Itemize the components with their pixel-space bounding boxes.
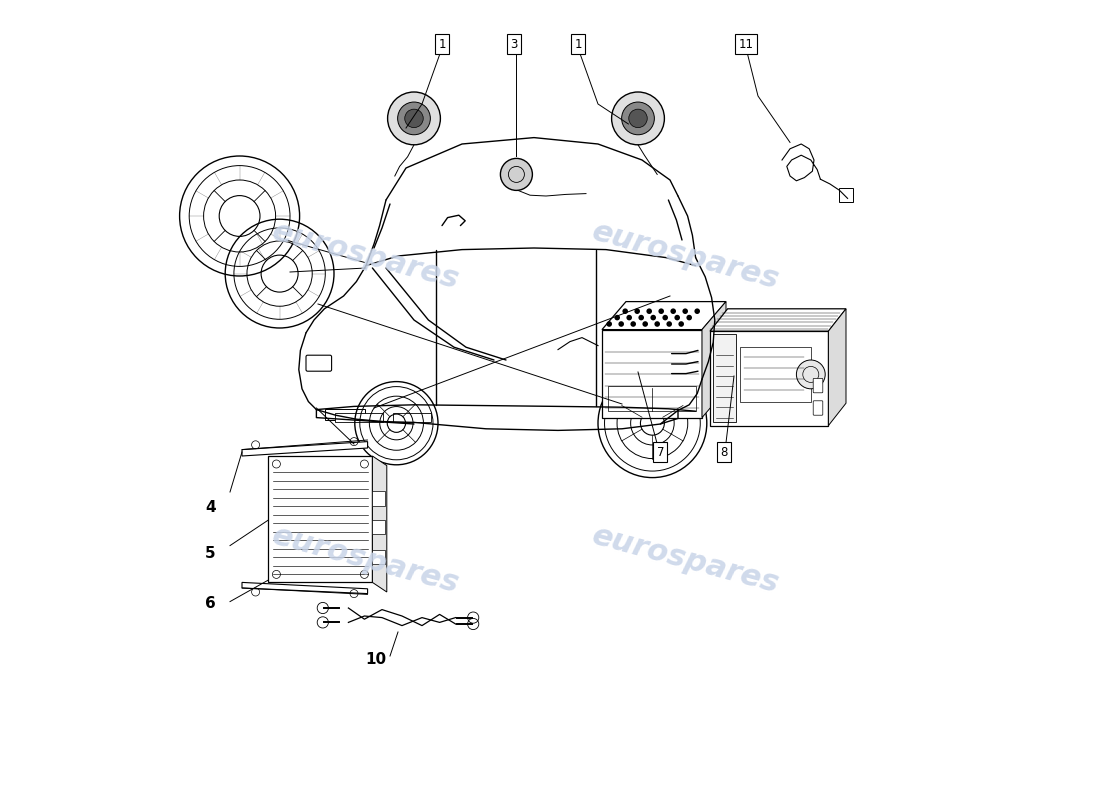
Text: eurospares: eurospares bbox=[270, 217, 463, 295]
Polygon shape bbox=[710, 309, 846, 331]
FancyBboxPatch shape bbox=[268, 456, 373, 582]
FancyBboxPatch shape bbox=[839, 188, 854, 202]
Circle shape bbox=[500, 158, 532, 190]
Text: 1: 1 bbox=[438, 38, 446, 50]
Text: 6: 6 bbox=[205, 597, 216, 611]
FancyBboxPatch shape bbox=[326, 409, 365, 420]
Text: eurospares: eurospares bbox=[590, 521, 783, 599]
Polygon shape bbox=[828, 309, 846, 426]
Polygon shape bbox=[373, 456, 387, 592]
FancyBboxPatch shape bbox=[306, 355, 331, 371]
Text: 5: 5 bbox=[205, 546, 216, 561]
FancyBboxPatch shape bbox=[813, 378, 823, 393]
Circle shape bbox=[647, 308, 652, 314]
FancyBboxPatch shape bbox=[373, 520, 385, 534]
Text: 11: 11 bbox=[738, 38, 754, 50]
Circle shape bbox=[397, 102, 430, 134]
Text: eurospares: eurospares bbox=[590, 217, 783, 295]
Circle shape bbox=[679, 321, 684, 326]
Circle shape bbox=[606, 321, 612, 326]
FancyBboxPatch shape bbox=[373, 550, 385, 564]
FancyBboxPatch shape bbox=[393, 413, 431, 422]
Circle shape bbox=[659, 308, 664, 314]
FancyBboxPatch shape bbox=[713, 334, 736, 422]
Text: 7: 7 bbox=[657, 446, 664, 458]
Polygon shape bbox=[242, 442, 367, 456]
Text: 3: 3 bbox=[510, 38, 518, 50]
Circle shape bbox=[642, 321, 648, 326]
Circle shape bbox=[662, 314, 668, 321]
Circle shape bbox=[629, 109, 647, 128]
Circle shape bbox=[694, 308, 700, 314]
Circle shape bbox=[405, 109, 424, 128]
FancyBboxPatch shape bbox=[710, 331, 828, 426]
Circle shape bbox=[626, 314, 632, 321]
Circle shape bbox=[686, 314, 692, 321]
Circle shape bbox=[612, 92, 664, 145]
Text: eurospares: eurospares bbox=[270, 521, 463, 599]
Circle shape bbox=[650, 314, 656, 321]
Text: 1: 1 bbox=[574, 38, 582, 50]
Circle shape bbox=[387, 92, 440, 145]
Text: 10: 10 bbox=[365, 653, 386, 667]
Circle shape bbox=[618, 321, 624, 326]
Circle shape bbox=[635, 308, 640, 314]
Circle shape bbox=[654, 321, 660, 326]
FancyBboxPatch shape bbox=[608, 386, 695, 411]
Circle shape bbox=[667, 321, 672, 326]
Circle shape bbox=[638, 314, 644, 321]
FancyBboxPatch shape bbox=[602, 330, 702, 418]
Circle shape bbox=[682, 308, 688, 314]
FancyBboxPatch shape bbox=[334, 413, 383, 422]
Circle shape bbox=[796, 360, 825, 389]
Circle shape bbox=[623, 308, 628, 314]
Polygon shape bbox=[702, 302, 726, 418]
FancyBboxPatch shape bbox=[740, 347, 811, 402]
Circle shape bbox=[621, 102, 654, 134]
Text: 4: 4 bbox=[205, 501, 216, 515]
Text: 8: 8 bbox=[720, 446, 728, 458]
Circle shape bbox=[630, 321, 636, 326]
Polygon shape bbox=[242, 582, 367, 594]
FancyBboxPatch shape bbox=[813, 401, 823, 415]
Polygon shape bbox=[602, 302, 726, 330]
Circle shape bbox=[615, 314, 620, 321]
Circle shape bbox=[670, 308, 676, 314]
Circle shape bbox=[674, 314, 680, 321]
FancyBboxPatch shape bbox=[373, 491, 385, 506]
